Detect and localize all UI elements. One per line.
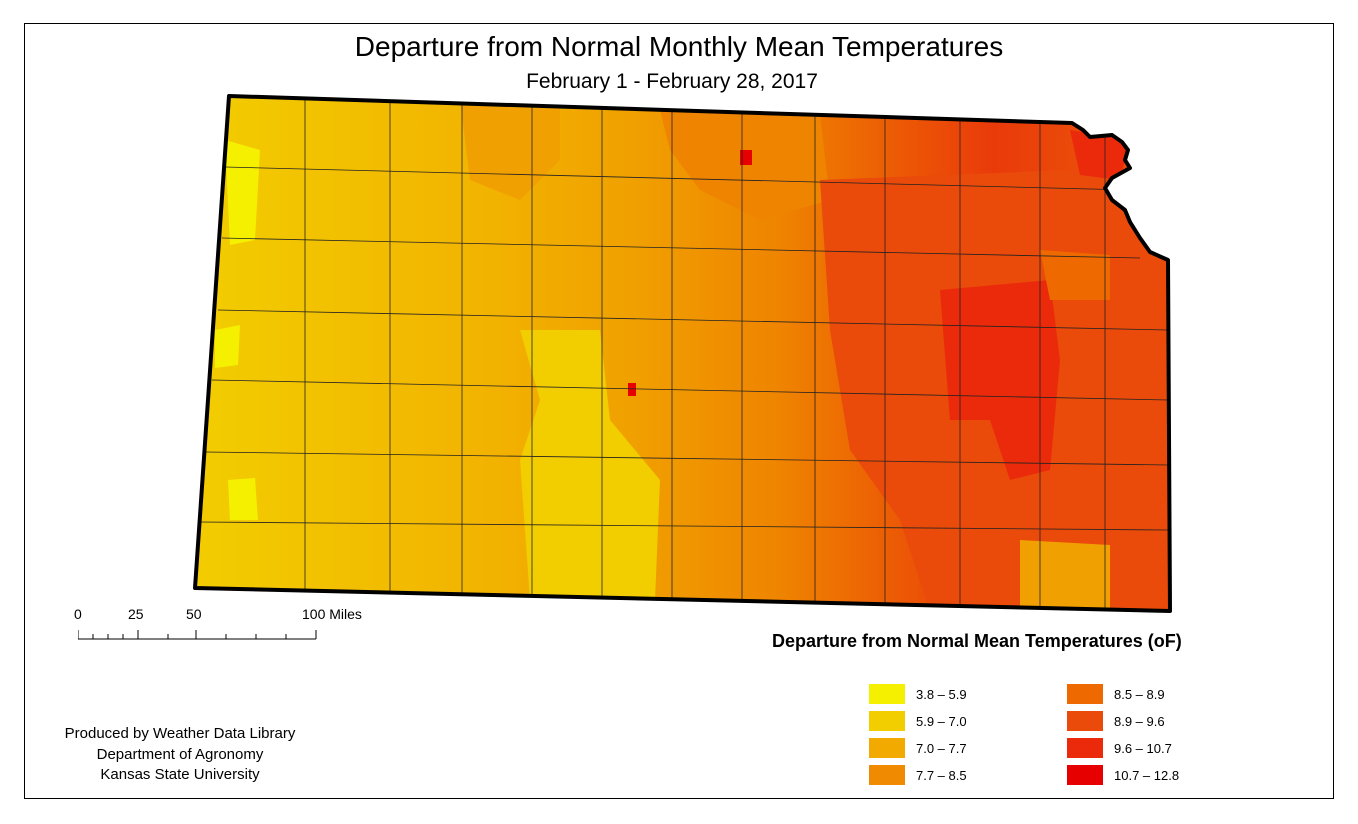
legend-item: 3.8 – 5.9 bbox=[868, 683, 967, 705]
credit-line-2: Department of Agronomy bbox=[96, 745, 264, 763]
legend-swatch bbox=[868, 764, 906, 786]
legend-swatch bbox=[868, 710, 906, 732]
legend-item: 10.7 – 12.8 bbox=[1066, 764, 1179, 786]
legend-label: 8.5 – 8.9 bbox=[1114, 686, 1165, 702]
legend-swatch bbox=[1066, 683, 1104, 705]
zone-orange-se bbox=[1020, 540, 1110, 611]
legend-swatch bbox=[1066, 764, 1104, 786]
legend-swatch bbox=[1066, 710, 1104, 732]
legend-title: Departure from Normal Mean Temperatures … bbox=[772, 631, 1182, 651]
map-subtitle: February 1 - February 28, 2017 bbox=[526, 70, 818, 93]
scale-label-0: 0 bbox=[74, 606, 82, 622]
zone-yellow-w2 bbox=[215, 325, 240, 368]
legend-swatch bbox=[868, 683, 906, 705]
credit-line-3: Kansas State University bbox=[100, 766, 260, 783]
scale-label-100: 100 Miles bbox=[302, 606, 362, 622]
legend-item: 7.0 – 7.7 bbox=[868, 737, 967, 759]
credit-line-1: Produced by Weather Data Library bbox=[64, 725, 296, 742]
legend-label: 10.7 – 12.8 bbox=[1114, 767, 1180, 783]
zone-red-ne bbox=[1070, 130, 1130, 180]
legend-item: 5.9 – 7.0 bbox=[868, 710, 967, 732]
zone-lightorange-sc bbox=[520, 330, 660, 600]
scale-label-50: 50 bbox=[186, 606, 202, 622]
legend-label: 7.0 – 7.7 bbox=[916, 740, 967, 756]
zone-deepred-east bbox=[940, 280, 1060, 480]
scale-bar bbox=[78, 630, 317, 640]
zone-dot-a bbox=[740, 150, 752, 165]
zone-yellow-west bbox=[225, 140, 260, 245]
kansas-border bbox=[193, 94, 1172, 613]
legend-item: 8.5 – 8.9 bbox=[1066, 683, 1165, 705]
legend-label: 5.9 – 7.0 bbox=[916, 713, 967, 729]
legend-item: 8.9 – 9.6 bbox=[1066, 710, 1165, 732]
legend-label: 3.8 – 5.9 bbox=[916, 686, 967, 702]
zone-orange-ne-pocket bbox=[1040, 250, 1110, 300]
legend-swatch bbox=[1066, 737, 1104, 759]
legend-label: 9.6 – 10.7 bbox=[1114, 740, 1172, 756]
legend-label: 8.9 – 9.6 bbox=[1114, 713, 1165, 729]
map-frame bbox=[24, 23, 1334, 799]
zone-yellow-sw bbox=[228, 478, 258, 520]
county-lines bbox=[199, 96, 1169, 611]
legend-item: 7.7 – 8.5 bbox=[868, 764, 967, 786]
legend-item: 9.6 – 10.7 bbox=[1066, 737, 1172, 759]
scale-label-25: 25 bbox=[128, 606, 144, 622]
map-title: Departure from Normal Monthly Mean Tempe… bbox=[354, 31, 1004, 62]
zone-dot-b bbox=[628, 383, 636, 396]
legend-swatch bbox=[868, 737, 906, 759]
temperature-zones bbox=[215, 100, 1170, 611]
legend-label: 7.7 – 8.5 bbox=[916, 767, 967, 783]
credits-block: Produced by Weather Data Library Departm… bbox=[35, 724, 325, 786]
